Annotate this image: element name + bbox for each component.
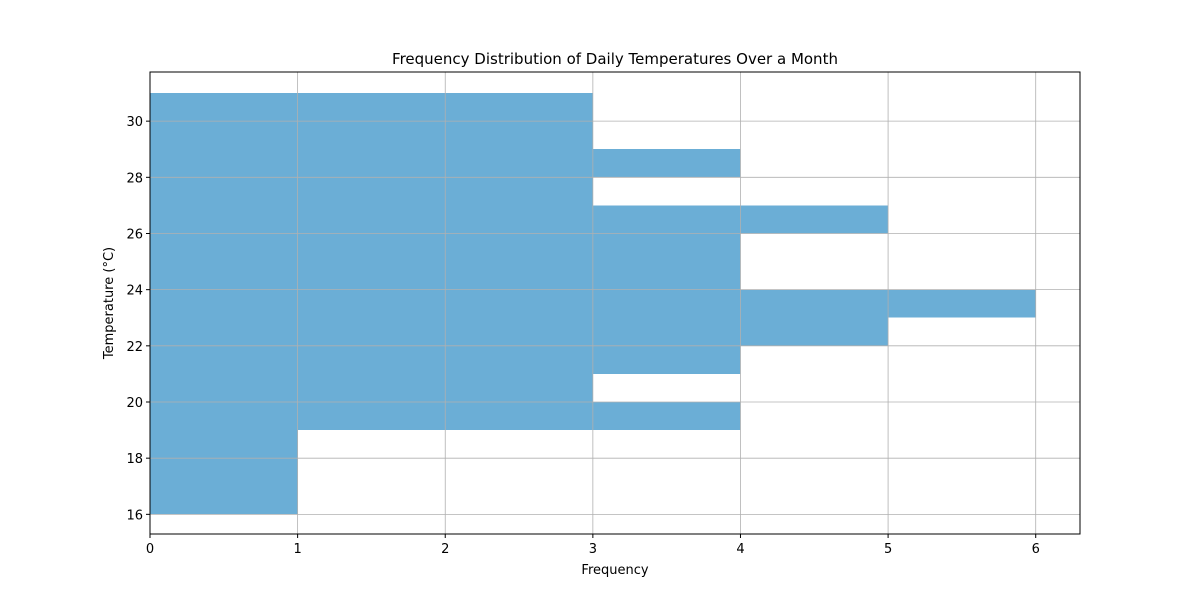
histogram-bar xyxy=(150,177,593,206)
x-tick-label: 6 xyxy=(1032,542,1040,557)
histogram-bar xyxy=(150,93,593,122)
x-tick-label: 0 xyxy=(146,542,154,557)
histogram-bar xyxy=(150,121,593,150)
histogram-bar xyxy=(150,373,593,402)
y-axis-ticks: 16 18 20 22 24 26 28 30 xyxy=(126,115,150,523)
x-axis-label: Frequency xyxy=(581,563,648,578)
x-axis-ticks: 0 1 2 3 4 5 6 xyxy=(146,534,1040,557)
histogram-bar xyxy=(150,205,889,234)
x-tick-label: 2 xyxy=(441,542,449,557)
histogram-bar xyxy=(150,317,889,346)
grid-layer xyxy=(149,72,1080,534)
x-tick-label: 1 xyxy=(293,542,301,557)
x-tick-label: 4 xyxy=(736,542,744,557)
y-tick-label: 16 xyxy=(126,508,143,523)
y-tick-label: 30 xyxy=(126,115,143,130)
histogram-bar xyxy=(150,458,298,487)
x-tick-label: 5 xyxy=(884,542,892,557)
y-tick-label: 26 xyxy=(126,227,143,242)
x-tick-label: 3 xyxy=(589,542,597,557)
y-tick-label: 20 xyxy=(126,396,143,411)
histogram-bar xyxy=(150,486,298,515)
plot-frame xyxy=(149,71,1081,535)
y-tick-label: 28 xyxy=(126,171,143,186)
histogram-bar xyxy=(150,430,298,459)
chart-title: Frequency Distribution of Daily Temperat… xyxy=(392,50,838,68)
y-axis-label: Temperature (°C) xyxy=(102,247,117,360)
y-tick-label: 18 xyxy=(126,452,143,467)
y-tick-label: 24 xyxy=(126,284,143,299)
y-tick-label: 22 xyxy=(126,340,143,355)
